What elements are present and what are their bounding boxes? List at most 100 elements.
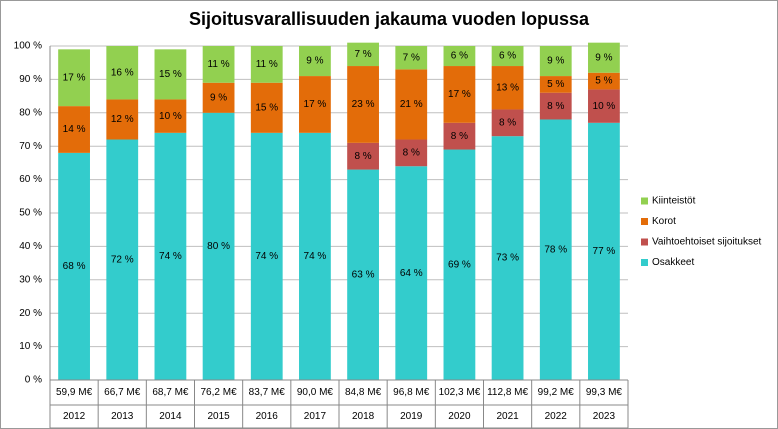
bar-segment <box>202 112 235 381</box>
bar-segment <box>250 132 283 380</box>
y-tick-label: 0 % <box>25 375 42 386</box>
data-label: 10 % <box>159 111 182 122</box>
data-label: 74 % <box>304 251 327 262</box>
bar-segment <box>106 46 139 100</box>
bar-segment <box>588 42 620 73</box>
bar-segment <box>58 49 90 107</box>
data-label: 64 % <box>400 268 423 279</box>
data-label: 77 % <box>593 246 616 257</box>
bar-segment <box>202 82 235 113</box>
data-label: 68 % <box>63 261 86 272</box>
legend-label: Kiinteistöt <box>652 196 696 207</box>
bar-segment <box>154 132 187 380</box>
bar-segment <box>588 89 620 123</box>
data-label: 9 % <box>210 92 227 103</box>
total-label: 96,8 M€ <box>393 387 430 398</box>
data-label: 63 % <box>352 269 375 280</box>
data-label: 8 % <box>451 131 468 142</box>
bar-segment <box>154 49 187 100</box>
y-tick-label: 90 % <box>19 74 42 85</box>
bar-segment <box>443 149 476 380</box>
data-label: 17 % <box>63 72 86 83</box>
bar-segment <box>588 122 620 380</box>
x-tick-label: 2021 <box>496 411 519 422</box>
x-tick-label: 2018 <box>352 411 375 422</box>
total-label: 66,7 M€ <box>104 387 141 398</box>
x-tick-label: 2017 <box>304 411 327 422</box>
bar-segment <box>58 152 90 380</box>
bar-segment <box>491 46 524 67</box>
y-tick-label: 60 % <box>19 174 42 185</box>
data-label: 15 % <box>255 102 278 113</box>
bar-segment <box>347 142 379 170</box>
bar-segment <box>299 132 331 380</box>
data-label: 7 % <box>354 49 371 60</box>
bar-segment <box>539 92 572 120</box>
data-label: 78 % <box>544 244 567 255</box>
total-label: 99,2 M€ <box>538 387 575 398</box>
legend-swatch <box>641 238 648 246</box>
total-label: 59,9 M€ <box>56 387 93 398</box>
x-tick-label: 2020 <box>448 411 471 422</box>
total-label: 76,2 M€ <box>201 387 238 398</box>
y-tick-label: 50 % <box>19 208 42 219</box>
total-label: 90,0 M€ <box>297 387 334 398</box>
y-tick-label: 80 % <box>19 107 42 118</box>
bar-segment <box>154 99 187 133</box>
data-label: 7 % <box>403 52 420 63</box>
total-label: 99,3 M€ <box>586 387 623 398</box>
bar-segment <box>539 119 572 380</box>
data-label: 72 % <box>111 254 134 265</box>
data-label: 21 % <box>400 99 423 110</box>
bar-segment <box>539 76 572 93</box>
bar-segment <box>250 82 283 133</box>
bar-segment <box>347 66 379 143</box>
data-label: 17 % <box>304 99 327 110</box>
x-tick-label: 2012 <box>63 411 86 422</box>
x-tick-label: 2022 <box>545 411 568 422</box>
bar-segment <box>395 166 428 380</box>
legend-swatch <box>641 259 648 266</box>
bar-segment <box>299 46 331 77</box>
bar-segment <box>395 69 428 140</box>
bar-segment <box>491 66 524 110</box>
data-label: 10 % <box>593 101 616 112</box>
data-label: 69 % <box>448 259 471 270</box>
data-label: 8 % <box>403 148 420 159</box>
x-tick-label: 2015 <box>207 411 230 422</box>
data-label: 6 % <box>451 51 468 62</box>
legend-swatch <box>641 218 648 225</box>
total-label: 83,7 M€ <box>249 387 286 398</box>
data-label: 9 % <box>306 56 323 67</box>
data-label: 14 % <box>63 124 86 135</box>
bar-segment <box>443 66 476 123</box>
bar-segment <box>443 122 476 150</box>
data-label: 17 % <box>448 89 471 100</box>
data-label: 12 % <box>111 114 134 125</box>
legend-swatch <box>641 197 648 205</box>
data-label: 23 % <box>352 99 375 110</box>
data-label: 15 % <box>159 69 182 80</box>
data-label: 73 % <box>496 253 519 264</box>
data-label: 9 % <box>595 52 612 63</box>
y-tick-label: 40 % <box>19 241 42 252</box>
y-tick-label: 70 % <box>19 141 42 152</box>
y-tick-label: 20 % <box>19 308 42 319</box>
total-label: 102,3 M€ <box>439 387 481 398</box>
x-tick-label: 2013 <box>111 411 134 422</box>
bar-segment <box>299 76 331 133</box>
data-label: 8 % <box>354 151 371 162</box>
bar-segment <box>395 46 428 70</box>
x-tick-label: 2019 <box>400 411 423 422</box>
bar-segment <box>202 46 235 83</box>
chart-title: Sijoitusvarallisuuden jakauma vuoden lop… <box>189 9 590 29</box>
data-label: 6 % <box>499 51 516 62</box>
data-label: 80 % <box>207 241 230 252</box>
data-label: 13 % <box>496 82 519 93</box>
legend-label: Vaihtoehtoiset sijoitukset <box>652 237 762 248</box>
data-label: 16 % <box>111 67 134 78</box>
legend-label: Osakkeet <box>652 257 694 268</box>
data-label: 74 % <box>255 251 278 262</box>
bar-segment <box>347 169 379 380</box>
